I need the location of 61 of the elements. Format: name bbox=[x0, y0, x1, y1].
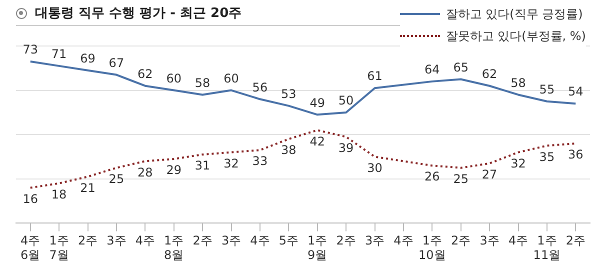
chart-title: 대통령 직무 수행 평가 - 최근 20주 bbox=[35, 5, 242, 22]
data-label: 32 bbox=[510, 156, 526, 170]
data-label: 49 bbox=[310, 96, 325, 110]
data-label: 39 bbox=[338, 140, 354, 155]
x-tick-label: 1주 7월 bbox=[49, 234, 69, 262]
x-tick-label: 4주 bbox=[508, 234, 528, 248]
data-label: 38 bbox=[281, 143, 296, 158]
data-label: 64 bbox=[424, 62, 440, 77]
x-tick-label: 1주 8월 bbox=[164, 234, 184, 262]
data-label: 29 bbox=[166, 163, 182, 178]
data-label: 60 bbox=[166, 71, 182, 86]
data-label: 71 bbox=[51, 47, 67, 62]
data-label: 53 bbox=[281, 86, 296, 101]
x-tick-label: 1주 10월 bbox=[418, 234, 446, 262]
data-label: 62 bbox=[138, 66, 153, 81]
data-label: 54 bbox=[568, 84, 584, 99]
x-tick-label: 5주 bbox=[278, 234, 298, 248]
data-label: 36 bbox=[568, 148, 584, 162]
data-label: 58 bbox=[510, 76, 526, 90]
data-label: 65 bbox=[453, 60, 468, 74]
data-label: 32 bbox=[224, 156, 239, 170]
x-tick-label: 2주 bbox=[451, 234, 471, 248]
x-tick-label: 2주 bbox=[192, 234, 212, 248]
data-label: 16 bbox=[22, 192, 38, 206]
legend-label: 잘못하고 있다(부정률, %) bbox=[446, 28, 586, 45]
x-tick-label: 2주 bbox=[566, 234, 586, 248]
x-tick-label: 3주 bbox=[364, 234, 385, 248]
x-tick-label: 2주 bbox=[78, 234, 98, 248]
data-label: 35 bbox=[539, 150, 555, 164]
data-label: 31 bbox=[194, 158, 210, 173]
data-label: 33 bbox=[252, 154, 268, 168]
data-label: 18 bbox=[51, 187, 67, 202]
data-label: 42 bbox=[310, 134, 325, 148]
data-label: 30 bbox=[367, 160, 382, 175]
data-label: 26 bbox=[424, 170, 440, 184]
data-label: 58 bbox=[194, 76, 210, 90]
legend-label: 잘하고 있다(직무 긍정률) bbox=[446, 6, 583, 23]
data-label: 55 bbox=[539, 82, 555, 96]
data-label: 56 bbox=[252, 80, 268, 94]
x-tick-label: 3주 bbox=[106, 234, 126, 248]
data-label: 27 bbox=[482, 168, 498, 182]
data-label: 73 bbox=[22, 42, 38, 57]
data-label: 61 bbox=[367, 69, 382, 84]
x-tick-label: 4주 bbox=[394, 234, 414, 248]
data-label: 50 bbox=[338, 94, 354, 108]
x-tick-label: 1주 9월 bbox=[308, 234, 328, 262]
x-tick-label: 2주 bbox=[336, 234, 356, 248]
data-label: 21 bbox=[80, 180, 96, 195]
data-label: 62 bbox=[482, 66, 498, 81]
x-tick-label: 3주 bbox=[480, 234, 500, 248]
x-tick-label: 4주 6월 bbox=[20, 234, 40, 262]
data-label: 25 bbox=[453, 172, 468, 186]
data-label: 25 bbox=[108, 172, 124, 186]
x-tick-label: 4주 bbox=[250, 234, 270, 248]
x-tick-label: 3주 bbox=[221, 234, 242, 248]
x-tick-label: 4주 bbox=[135, 234, 155, 248]
data-label: 67 bbox=[108, 56, 124, 70]
data-label: 69 bbox=[80, 51, 96, 66]
x-tick-label: 1주 11월 bbox=[533, 234, 561, 262]
data-label: 60 bbox=[224, 71, 239, 86]
data-label: 28 bbox=[138, 165, 153, 180]
